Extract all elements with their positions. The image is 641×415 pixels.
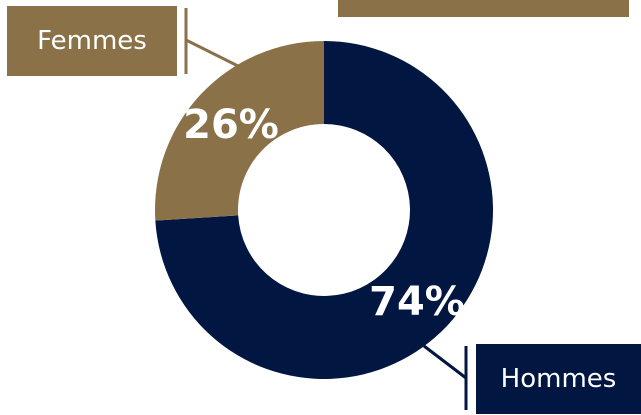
header-banner: [338, 0, 629, 17]
legend-femmes-label: Femmes: [37, 26, 147, 56]
legend-hommes: Hommes: [476, 344, 641, 414]
slice-hommes: [155, 41, 493, 379]
data-label-hommes: 74%: [369, 279, 465, 325]
data-label-femmes: 26%: [183, 102, 279, 148]
slice-femmes: [155, 41, 324, 221]
legend-femmes: Femmes: [7, 6, 177, 76]
hommes-connector-line: [423, 344, 467, 380]
femmes-connector-line: [185, 38, 239, 68]
legend-hommes-label: Hommes: [500, 364, 617, 394]
